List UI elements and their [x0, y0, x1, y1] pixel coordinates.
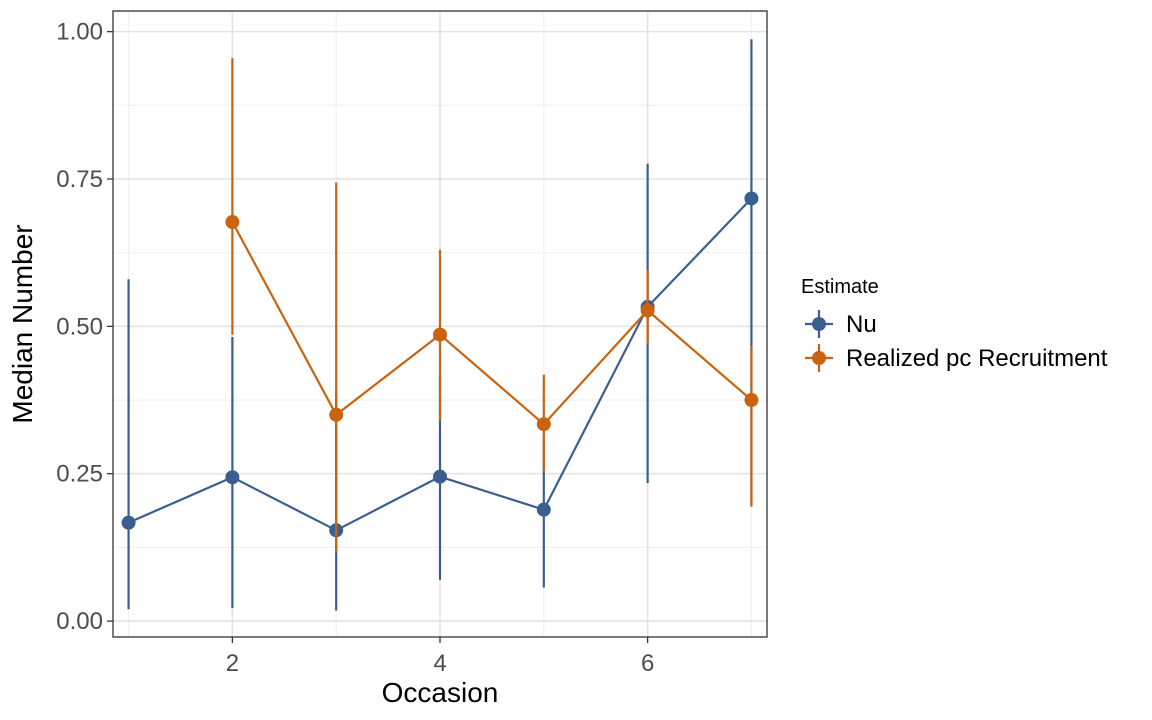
- series-line: [231, 221, 753, 426]
- y-axis-title: Median Number: [7, 224, 38, 423]
- data-point: [744, 191, 759, 206]
- axis-layer: 2 4 6 0.00 0.25 0.50 0.75 1.00: [56, 19, 654, 677]
- y-tick-label: 0.50: [56, 313, 103, 340]
- data-point: [640, 303, 655, 318]
- data-point: [433, 327, 447, 342]
- y-tick-label: 0.75: [56, 166, 103, 193]
- legend-label: Nu: [846, 311, 877, 338]
- y-tick-label: 0.00: [56, 608, 103, 635]
- data-point: [536, 502, 551, 517]
- legend-label: Realized pc Recruitment: [846, 345, 1108, 372]
- x-axis-title: Occasion: [382, 677, 499, 708]
- legend-point: [812, 317, 826, 331]
- data-point: [225, 470, 240, 485]
- legend-point: [812, 351, 826, 365]
- legend-key: Nu: [805, 310, 877, 338]
- x-tick-label: 2: [226, 650, 239, 677]
- data-point: [536, 417, 551, 432]
- legend-key: Realized pc Recruitment: [805, 344, 1108, 372]
- x-tick-label: 4: [433, 650, 446, 677]
- data-point: [329, 407, 344, 422]
- y-tick-label: 1.00: [56, 19, 103, 46]
- data-point: [121, 515, 136, 530]
- x-tick-label: 6: [641, 650, 654, 677]
- data-point: [744, 393, 759, 408]
- legend-title: Estimate: [801, 276, 879, 298]
- y-tick-label: 0.25: [56, 461, 103, 488]
- series-realized-pc-recruitment: [225, 58, 759, 553]
- data-point: [433, 469, 447, 484]
- legend: Estimate Nu Realized pc Recruitment: [801, 276, 1108, 372]
- legend-keys: Nu Realized pc Recruitment: [805, 310, 1108, 372]
- data-point: [225, 215, 240, 230]
- series-layer: [121, 39, 759, 611]
